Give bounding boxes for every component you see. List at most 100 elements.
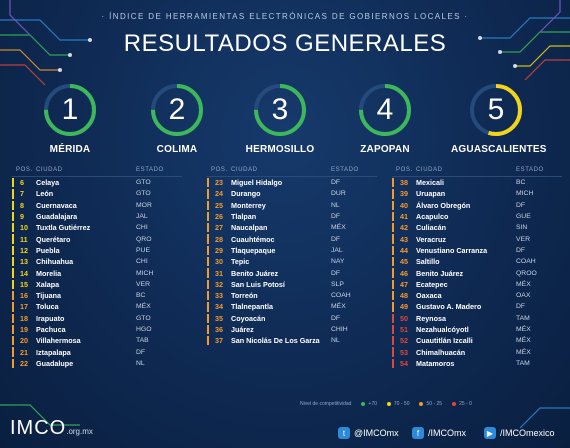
table-row: 16 Tijuana BC bbox=[12, 290, 182, 301]
facebook-icon: f bbox=[412, 427, 424, 439]
header-pos: POS. bbox=[211, 167, 228, 173]
row-state: OAX bbox=[516, 292, 531, 300]
row-city: Tlaquepaque bbox=[231, 245, 276, 255]
tier-bar bbox=[12, 245, 14, 256]
tier-bar bbox=[207, 189, 209, 199]
row-city: Reynosa bbox=[416, 313, 446, 323]
winner-city: AGUASCALIENTES bbox=[451, 144, 547, 155]
row-city: Morelia bbox=[36, 268, 62, 278]
row-pos: 35 bbox=[215, 313, 223, 323]
tier-bar bbox=[12, 189, 14, 199]
tier-bar bbox=[207, 279, 209, 289]
tier-bar bbox=[12, 324, 14, 335]
tier-bar bbox=[12, 268, 14, 278]
rank-ring: 3 bbox=[252, 82, 308, 138]
table-row: 18 Irapuato GTO bbox=[12, 313, 182, 324]
twitter-handle: @IMCOmx bbox=[354, 428, 399, 438]
table-row: 8 Cuernavaca MOR bbox=[12, 200, 182, 211]
table-row: 29 Tlaquepaque JAL bbox=[207, 245, 377, 256]
row-state: MÉX bbox=[516, 326, 531, 333]
tier-bar bbox=[12, 279, 14, 289]
tier-bar bbox=[12, 358, 14, 369]
tier-bar bbox=[207, 290, 209, 301]
legend-item: 25 - 0 bbox=[452, 401, 472, 407]
row-pos: 14 bbox=[20, 268, 28, 278]
row-state: GUE bbox=[516, 213, 531, 221]
row-pos: 48 bbox=[400, 291, 408, 301]
column-header: POS. CIUDAD ESTADO bbox=[392, 164, 562, 177]
logo-text: IMCO bbox=[10, 417, 67, 439]
header-state: ESTADO bbox=[516, 167, 544, 173]
row-state: VER bbox=[136, 280, 150, 288]
table-row: 36 Juárez CHIH bbox=[207, 324, 377, 335]
row-pos: 45 bbox=[400, 257, 408, 267]
legend-dot bbox=[452, 401, 457, 406]
rank-ring: 1 bbox=[42, 82, 98, 138]
tier-bar bbox=[12, 313, 14, 323]
row-pos: 23 bbox=[215, 178, 223, 188]
row-pos: 44 bbox=[400, 245, 408, 255]
row-city: Miguel Hidalgo bbox=[231, 178, 283, 188]
header-pos: POS. bbox=[396, 167, 413, 173]
row-city: Iztapalapa bbox=[36, 347, 71, 357]
imco-logo[interactable]: IMCO.org.mx bbox=[10, 417, 93, 440]
tier-bar bbox=[392, 223, 394, 233]
table-row: 25 Monterrey NL bbox=[207, 200, 377, 211]
tier-bar bbox=[392, 245, 394, 256]
row-pos: 47 bbox=[400, 279, 408, 289]
row-pos: 28 bbox=[215, 234, 223, 244]
legend-item: 70 - 50 bbox=[386, 401, 409, 407]
tier-bar bbox=[207, 313, 209, 323]
table-row: 52 Cuautitlán Izcalli MÉX bbox=[392, 335, 562, 346]
rank-ring-progress bbox=[151, 84, 203, 136]
row-pos: 32 bbox=[215, 279, 223, 289]
table-row: 43 Veracruz VER bbox=[392, 233, 562, 244]
table-row: 17 Toluca MÉX bbox=[12, 301, 182, 312]
header-pos: POS. bbox=[16, 167, 33, 173]
table-row: 15 Xalapa VER bbox=[12, 279, 182, 290]
tier-bar bbox=[392, 257, 394, 267]
row-city: Uruapan bbox=[416, 189, 446, 199]
row-pos: 30 bbox=[215, 257, 223, 267]
row-pos: 24 bbox=[215, 189, 223, 199]
table-row: 34 Tlalnepantla MÉX bbox=[207, 301, 377, 312]
row-state: JAL bbox=[331, 246, 343, 254]
header-city: CIUDAD bbox=[416, 167, 443, 173]
column-header: POS. CIUDAD ESTADO bbox=[12, 164, 182, 177]
tier-bar bbox=[392, 279, 394, 289]
row-city: Acapulco bbox=[416, 212, 449, 222]
facebook-link[interactable]: f /IMCOmx bbox=[412, 427, 466, 439]
twitter-link[interactable]: t @IMCOmx bbox=[338, 427, 399, 439]
table-row: 44 Venustiano Carranza DF bbox=[392, 245, 562, 256]
row-pos: 27 bbox=[215, 223, 223, 233]
tier-bar bbox=[12, 178, 14, 188]
tier-bar bbox=[12, 257, 14, 267]
row-city: Cuauhtémoc bbox=[231, 234, 275, 244]
winner-3: 3 HERMOSILLO bbox=[235, 82, 325, 155]
table-row: 10 Tuxtla Gutiérrez CHI bbox=[12, 222, 182, 233]
tier-bar bbox=[392, 324, 394, 335]
table-row: 46 Benito Juárez QROO bbox=[392, 267, 562, 278]
rank-ring-progress bbox=[44, 84, 96, 136]
tier-bar bbox=[392, 302, 394, 312]
tier-bar bbox=[207, 200, 209, 210]
tier-bar bbox=[12, 290, 14, 301]
table-row: 50 Reynosa TAM bbox=[392, 313, 562, 324]
row-pos: 49 bbox=[400, 302, 408, 312]
row-pos: 37 bbox=[215, 336, 223, 346]
row-state: HGO bbox=[136, 326, 152, 333]
legend-label: Nivel de competitividad bbox=[300, 401, 352, 407]
row-city: Naucalpan bbox=[231, 223, 268, 233]
row-pos: 42 bbox=[400, 223, 408, 233]
ranking-column-1: POS. CIUDAD ESTADO 6 Celaya GTO 7 León GTO 8 Cuern… bbox=[12, 164, 182, 369]
youtube-link[interactable]: ▶ /IMCOmexico bbox=[484, 427, 555, 439]
table-row: 7 León GTO bbox=[12, 188, 182, 199]
row-city: Villahermosa bbox=[36, 336, 81, 346]
table-row: 14 Morelia MICH bbox=[12, 267, 182, 278]
tier-bar bbox=[207, 211, 209, 222]
header-state: ESTADO bbox=[136, 167, 164, 173]
row-state: TAB bbox=[136, 337, 149, 345]
table-row: 41 Acapulco GUE bbox=[392, 211, 562, 222]
legend-item-label: +70 bbox=[368, 401, 377, 407]
